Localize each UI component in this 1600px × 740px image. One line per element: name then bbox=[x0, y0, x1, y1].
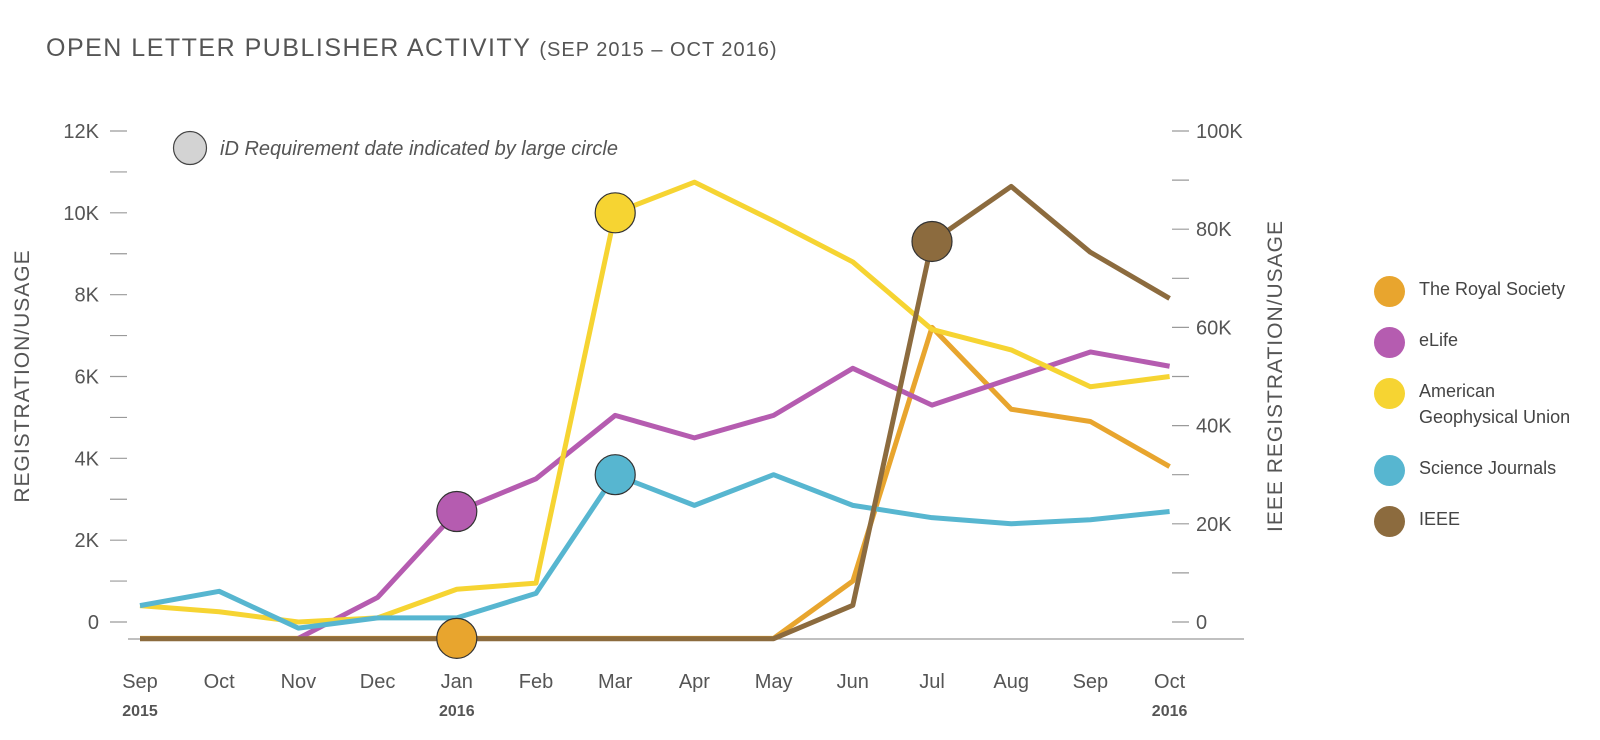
chart-title-main: OPEN LETTER PUBLISHER ACTIVITY bbox=[46, 34, 531, 62]
legend-item: Science Journals bbox=[1374, 455, 1556, 486]
left-axis-title: REGISTRATION/USAGE bbox=[11, 249, 34, 502]
x-tick-label: Apr bbox=[679, 671, 710, 693]
x-tick-label: Feb bbox=[519, 671, 553, 693]
series-line bbox=[139, 472, 1170, 631]
left-tick-label: 4K bbox=[75, 448, 100, 470]
series-line bbox=[139, 179, 1170, 625]
annotation-circle-icon bbox=[172, 130, 208, 166]
series-line bbox=[140, 183, 1171, 642]
right-axis-title: IEEE REGISTRATION/USAGE bbox=[1264, 220, 1287, 532]
legend-swatch bbox=[1374, 276, 1405, 307]
chart-title: OPEN LETTER PUBLISHER ACTIVITY (SEP 2015… bbox=[46, 34, 778, 63]
x-tick-label: Dec bbox=[360, 671, 396, 693]
x-axis: Sep Oct Nov Dec Jan Feb Mar Apr May Jun Jul Aug Sep O… bbox=[122, 671, 1187, 720]
right-tick-label: 100K bbox=[1196, 121, 1243, 143]
legend-swatch bbox=[1374, 455, 1405, 486]
right-tick-label: 40K bbox=[1196, 416, 1232, 438]
requirement-circle bbox=[911, 220, 953, 263]
series-the-royal-society bbox=[140, 324, 1171, 641]
left-tick-label: 6K bbox=[75, 367, 100, 389]
legend-label: Science Journals bbox=[1419, 458, 1557, 478]
series-american-geophysical-union bbox=[139, 179, 1170, 625]
legend-item: American Geophysical Union bbox=[1374, 378, 1570, 430]
x-tick-label: Oct bbox=[204, 671, 236, 693]
series-line bbox=[297, 349, 1171, 641]
legend-item: eLife bbox=[1374, 327, 1458, 358]
annotation-text: iD Requirement date indicated by large c… bbox=[220, 138, 618, 160]
series-elife bbox=[297, 349, 1171, 641]
series-ieee bbox=[140, 183, 1171, 642]
legend-label: The Royal Society bbox=[1419, 279, 1566, 299]
left-tick-label: 2K bbox=[75, 530, 100, 552]
right-y-axis: 0 20K 40K 60K 80K 100K bbox=[1172, 121, 1243, 634]
legend-label: IEEE bbox=[1419, 509, 1461, 529]
right-tick-label: 80K bbox=[1196, 219, 1232, 241]
x-tick-label: Aug bbox=[993, 671, 1029, 693]
legend-swatch bbox=[1374, 378, 1405, 409]
legend-item: IEEE bbox=[1374, 506, 1460, 537]
series-science-journals bbox=[139, 472, 1170, 631]
right-tick-label: 60K bbox=[1196, 317, 1232, 339]
series-line bbox=[140, 324, 1171, 641]
left-y-axis: 0 2K 4K 6K 8K 10K 12K bbox=[63, 121, 127, 634]
requirement-circle bbox=[594, 192, 636, 234]
chart-subtitle: (SEP 2015 – OCT 2016) bbox=[539, 39, 778, 61]
requirement-circle bbox=[436, 490, 478, 533]
x-tick-label: Jun bbox=[837, 671, 869, 693]
legend-label: American Geophysical Union bbox=[1419, 381, 1571, 427]
left-tick-label: 12K bbox=[63, 121, 99, 143]
right-tick-label: 0 bbox=[1196, 612, 1207, 634]
right-tick-label: 20K bbox=[1196, 514, 1232, 536]
x-tick-label: Mar bbox=[598, 671, 633, 693]
x-tick-label: May bbox=[755, 671, 793, 693]
x-year-label: 2015 bbox=[122, 703, 158, 720]
x-tick-label: Jan bbox=[441, 671, 473, 693]
x-tick-label: Sep bbox=[122, 671, 158, 693]
x-year-label: 2016 bbox=[1152, 703, 1188, 720]
requirement-circle bbox=[594, 454, 636, 496]
x-tick-label: Oct bbox=[1154, 671, 1186, 693]
left-tick-label: 8K bbox=[75, 285, 100, 307]
left-tick-label: 0 bbox=[88, 612, 99, 634]
x-year-label: 2016 bbox=[439, 703, 475, 720]
x-tick-label: Nov bbox=[281, 671, 317, 693]
x-tick-label: Jul bbox=[919, 671, 945, 693]
requirement-circle bbox=[436, 617, 478, 659]
legend-item: The Royal Society bbox=[1374, 276, 1565, 307]
x-tick-label: Sep bbox=[1073, 671, 1109, 693]
legend-label: eLife bbox=[1419, 330, 1459, 350]
legend-swatch bbox=[1374, 506, 1405, 537]
legend-swatch bbox=[1374, 327, 1405, 358]
left-tick-label: 10K bbox=[63, 203, 99, 225]
